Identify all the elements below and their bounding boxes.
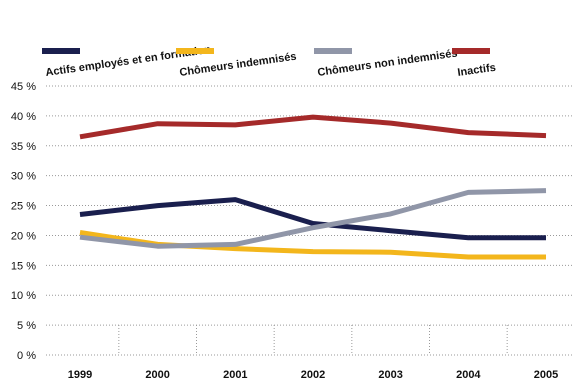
y-tick-label: 40 % — [11, 111, 36, 123]
legend-label-3: Inactifs — [457, 62, 497, 79]
y-tick-label: 30 % — [11, 171, 36, 183]
y-tick-label: 15 % — [11, 260, 36, 272]
y-tick-label: 45 % — [11, 81, 36, 93]
legend: Actifs employés et en formationChômeurs … — [42, 44, 497, 79]
legend-swatch-3 — [452, 48, 490, 54]
x-tick-label: 2004 — [456, 369, 481, 381]
y-tick-label: 35 % — [11, 141, 36, 153]
series-lines — [79, 114, 547, 260]
x-tick-label: 2002 — [301, 369, 325, 381]
x-tick-label: 2000 — [145, 369, 169, 381]
y-tick-label: 10 % — [11, 290, 36, 302]
y-tick-label: 20 % — [11, 230, 36, 242]
series-line-3 — [79, 114, 547, 140]
y-tick-label: 25 % — [11, 201, 36, 213]
x-tick-label: 2001 — [223, 369, 247, 381]
legend-swatch-1 — [176, 48, 214, 54]
y-tick-label: 5 % — [17, 320, 36, 332]
gridlines — [46, 85, 572, 356]
legend-swatch-2 — [314, 48, 352, 54]
x-tick-label: 2003 — [378, 369, 402, 381]
x-axis-ticks: 1999 2000 2001 2002 2003 2004 2005 — [68, 369, 558, 381]
x-tick-label: 2005 — [534, 369, 558, 381]
y-axis-ticks: 0 % 5 % 10 % 15 % 20 % 25 % 30 % 35 % 40 % 45 % — [11, 81, 36, 362]
x-tick-label: 1999 — [68, 369, 92, 381]
y-tick-label: 0 % — [17, 350, 36, 362]
legend-swatch-0 — [42, 48, 80, 54]
x-gridlines — [118, 325, 508, 355]
